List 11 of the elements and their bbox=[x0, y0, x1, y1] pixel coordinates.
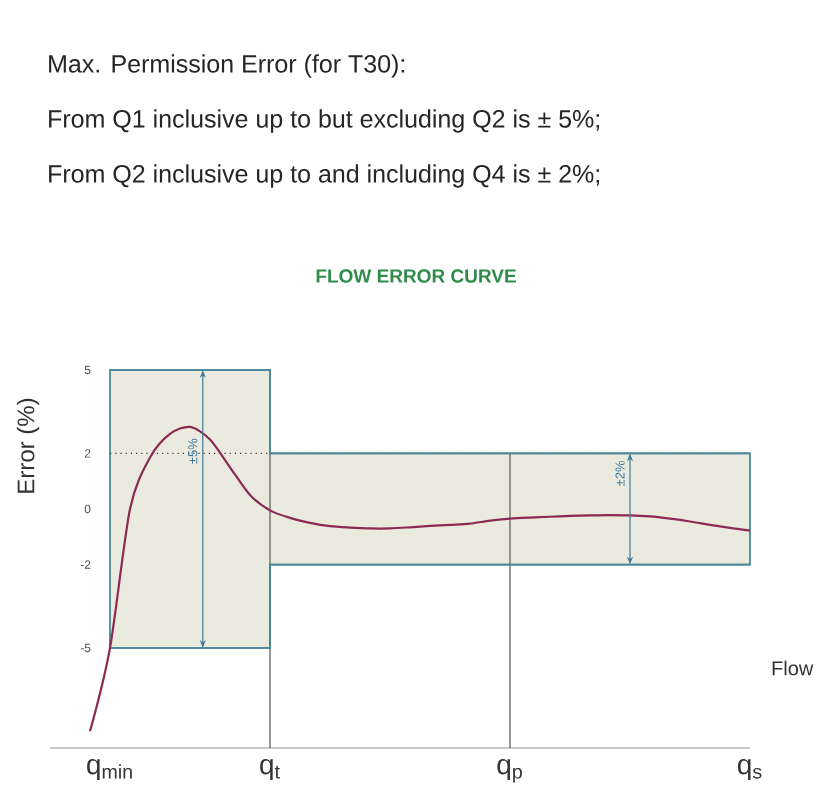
x-tick-label: q$_{min}$ bbox=[87, 759, 132, 781]
x-tick-label: q$_{t}$ bbox=[260, 759, 280, 781]
text: From Q1 inclusive up to but excluding Q2 is ± 5%; bbox=[49, 109, 599, 134]
x-axis-title: Flow bbox=[772, 661, 814, 676]
x-tick-label: q$_{p}$ bbox=[497, 759, 522, 783]
line-series bbox=[88, 426, 752, 733]
text: Max. Permission Error (for T30): bbox=[49, 54, 405, 79]
chart-title: FLOW ERROR CURVE bbox=[316, 269, 516, 284]
y-axis-title: Error (%) bbox=[16, 399, 40, 494]
x-tick-label: q$_{s}$ bbox=[737, 759, 762, 781]
text: From Q2 inclusive up to and including Q4 is ± 2%; bbox=[49, 164, 599, 189]
